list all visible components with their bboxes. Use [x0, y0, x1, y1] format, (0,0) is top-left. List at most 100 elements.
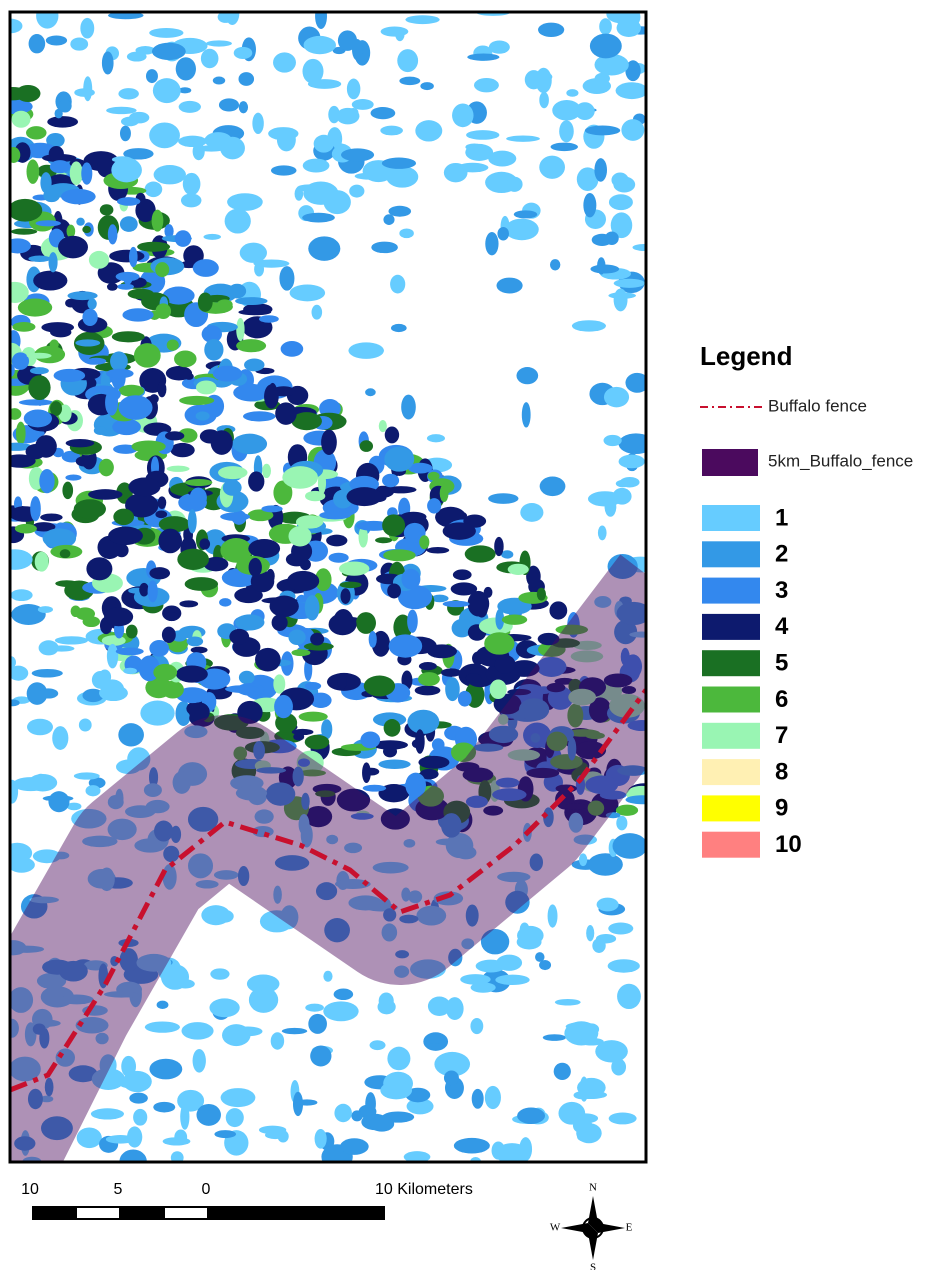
land-cover-patch — [36, 3, 58, 29]
land-cover-patch — [259, 315, 279, 323]
land-cover-patch — [107, 283, 118, 291]
land-cover-patch — [185, 479, 212, 486]
legend-swatch — [702, 795, 760, 821]
land-cover-patch — [427, 1043, 444, 1049]
legend-label: 5km_Buffalo_fence — [768, 451, 913, 470]
land-cover-patch — [594, 158, 607, 182]
land-cover-patch — [158, 381, 167, 397]
land-cover-patch — [119, 385, 144, 397]
land-cover-patch — [453, 569, 472, 580]
land-cover-patch — [176, 666, 208, 683]
land-cover-patch — [445, 677, 460, 701]
land-cover-patch — [371, 107, 396, 119]
land-cover-patch — [297, 1099, 318, 1105]
land-cover-patch — [55, 580, 78, 587]
land-cover-patch — [81, 162, 92, 184]
land-cover-patch — [611, 173, 628, 188]
land-cover-patch — [619, 455, 645, 469]
land-cover-patch — [153, 664, 177, 681]
land-cover-patch — [10, 589, 32, 601]
land-cover-patch — [458, 691, 472, 707]
land-cover-patch — [303, 159, 330, 173]
land-cover-patch — [575, 1091, 607, 1099]
compass-letter: S — [590, 1262, 596, 1270]
land-cover-patch — [118, 395, 152, 420]
legend-label: 10 — [775, 831, 802, 858]
land-cover-patch — [400, 512, 426, 522]
land-cover-patch — [551, 143, 578, 151]
land-cover-patch — [204, 234, 221, 240]
land-cover-patch — [488, 151, 516, 167]
land-cover-patch — [158, 496, 167, 509]
land-cover-patch — [191, 647, 208, 654]
land-cover-patch — [539, 92, 549, 108]
land-cover-patch — [597, 898, 619, 912]
land-cover-patch — [225, 209, 251, 234]
land-cover-patch — [614, 279, 645, 288]
land-cover-patch — [339, 561, 369, 575]
land-cover-patch — [485, 232, 498, 255]
land-cover-patch — [188, 509, 197, 533]
scale-label: 5 — [114, 1181, 123, 1198]
land-cover-patch — [24, 409, 52, 427]
land-cover-patch — [290, 284, 326, 301]
land-cover-patch — [505, 219, 539, 241]
land-cover-patch — [249, 558, 262, 577]
land-cover-patch — [163, 1137, 191, 1145]
land-cover-patch — [49, 645, 75, 651]
land-cover-patch — [177, 549, 209, 570]
land-cover-patch — [187, 636, 204, 646]
land-cover-patch — [329, 613, 357, 635]
land-cover-patch — [399, 77, 420, 85]
land-cover-patch — [609, 194, 633, 210]
legend-swatch — [702, 832, 760, 858]
land-cover-patch — [165, 431, 184, 440]
land-cover-patch — [586, 925, 594, 941]
land-cover-patch — [79, 719, 92, 732]
land-cover-patch — [235, 614, 264, 630]
land-cover-patch — [590, 34, 622, 59]
land-cover-patch — [348, 342, 384, 359]
land-cover-patch — [12, 322, 35, 332]
legend-label: 4 — [775, 613, 789, 640]
land-cover-patch — [305, 1004, 324, 1012]
land-cover-patch — [49, 146, 64, 161]
land-cover-patch — [236, 318, 244, 341]
land-cover-patch — [6, 699, 20, 706]
land-cover-patch — [179, 101, 201, 113]
land-cover-patch — [120, 126, 131, 142]
land-cover-patch — [592, 234, 613, 246]
land-cover-patch — [599, 18, 612, 35]
land-cover-patch — [427, 498, 441, 513]
land-cover-patch — [15, 524, 37, 534]
land-cover-patch — [621, 119, 644, 141]
land-cover-patch — [549, 601, 567, 619]
land-cover-patch — [495, 975, 529, 985]
land-cover-patch — [427, 547, 450, 553]
land-cover-patch — [261, 505, 282, 512]
land-cover-patch — [326, 535, 347, 547]
land-cover-patch — [365, 388, 376, 396]
land-cover-patch — [49, 252, 58, 272]
land-cover-patch — [131, 440, 165, 452]
land-cover-patch — [55, 636, 88, 644]
land-cover-patch — [161, 964, 189, 990]
land-cover-patch — [153, 78, 181, 103]
compass-letter: E — [626, 1222, 633, 1234]
land-cover-patch — [340, 1138, 369, 1155]
land-cover-patch — [380, 1081, 412, 1099]
legend-label: 9 — [775, 795, 788, 822]
land-cover-patch — [608, 923, 633, 935]
land-cover-patch — [519, 1137, 532, 1161]
scale-bar — [32, 1206, 385, 1220]
legend-swatch — [702, 723, 760, 749]
land-cover-patch — [16, 422, 26, 445]
land-cover-patch — [36, 220, 61, 226]
land-cover-patch — [604, 435, 622, 446]
legend-swatch — [702, 578, 760, 604]
land-cover-patch — [86, 785, 101, 796]
land-cover-patch — [497, 227, 509, 240]
legend-title: Legend — [700, 341, 792, 371]
land-cover-patch — [196, 381, 217, 395]
land-cover-patch — [583, 78, 611, 94]
